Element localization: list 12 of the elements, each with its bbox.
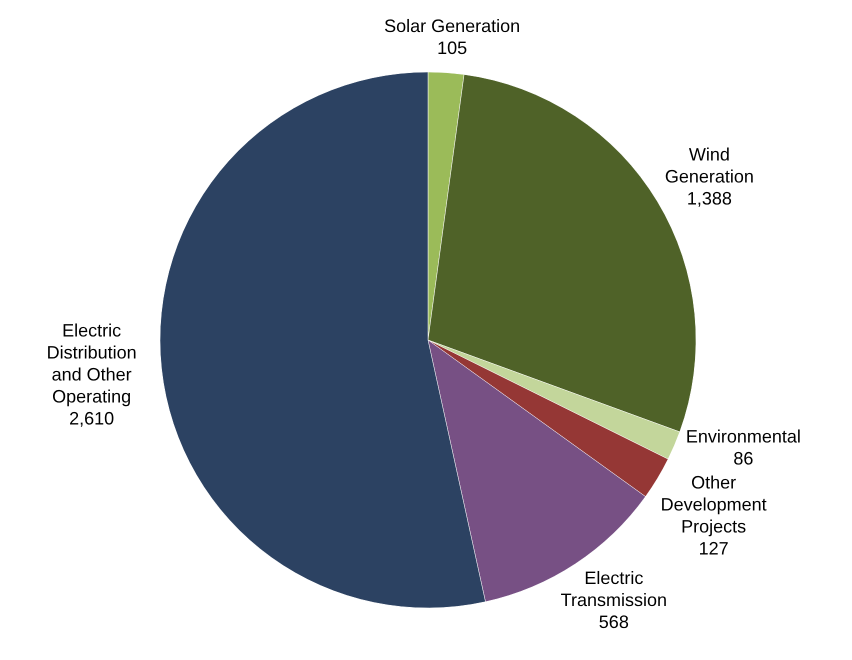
data-label: 1,388 <box>686 188 732 209</box>
data-label: 105 <box>437 38 468 58</box>
data-label: 2,610 <box>69 408 114 428</box>
slice-label: Solar Generation <box>384 16 520 36</box>
slice-label: Electric Distribution and Other Operating <box>46 320 137 406</box>
slice-label: Other Development Projects <box>660 472 767 536</box>
data-label: 86 <box>733 448 754 468</box>
slice-label: Wind Generation <box>664 144 754 187</box>
slice-label: Electric Transmission <box>560 568 668 610</box>
data-label: 568 <box>598 612 629 632</box>
data-label: 127 <box>698 538 729 558</box>
slice-label: Environmental <box>686 426 801 446</box>
